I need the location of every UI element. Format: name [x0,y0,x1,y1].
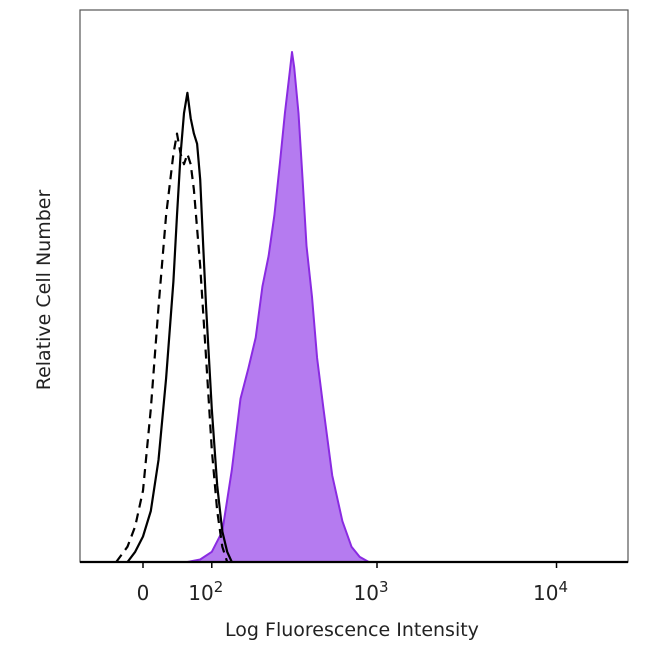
y-axis-title: Relative Cell Number [33,190,55,391]
series-layer [115,51,370,563]
series-dashed-line [115,132,229,563]
x-tick-label: 0 [137,581,150,605]
series-solid-line [126,91,233,563]
x-tick-label: 102 [188,578,223,605]
plot-frame [79,9,629,563]
x-tick-label: 104 [533,578,568,605]
x-axis-title: Log Fluorescence Intensity [225,619,479,641]
x-tick-label: 103 [354,578,389,605]
x-tick-layer: 0102103104105 [137,562,568,605]
series-filled-area [186,51,370,563]
